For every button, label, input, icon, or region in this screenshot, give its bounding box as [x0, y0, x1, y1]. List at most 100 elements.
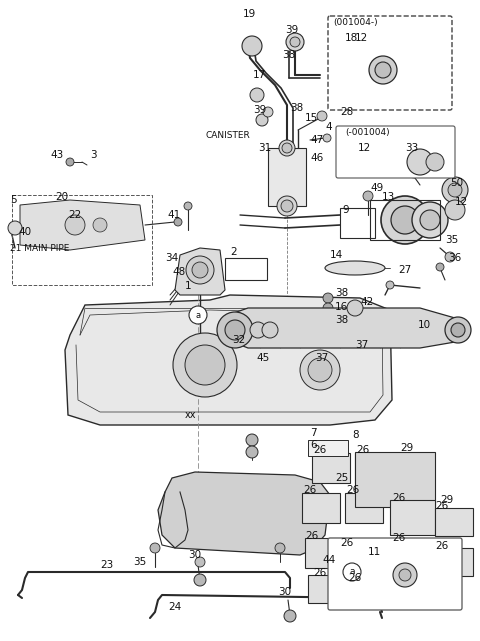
Circle shape — [399, 569, 411, 581]
Bar — [308, 575, 343, 603]
Text: 26: 26 — [346, 485, 359, 495]
Circle shape — [363, 191, 373, 201]
Text: 12: 12 — [455, 197, 468, 207]
Text: 26: 26 — [303, 485, 316, 495]
Text: 31: 31 — [258, 143, 271, 153]
Text: 26: 26 — [356, 445, 369, 455]
Text: 46: 46 — [310, 153, 323, 163]
Circle shape — [445, 317, 471, 343]
Polygon shape — [175, 248, 225, 295]
Text: 26: 26 — [392, 493, 405, 503]
Text: 5: 5 — [10, 195, 17, 205]
Circle shape — [189, 306, 207, 324]
Text: 8: 8 — [352, 430, 359, 440]
Text: 29: 29 — [440, 495, 453, 505]
Circle shape — [323, 313, 333, 323]
Circle shape — [242, 36, 262, 56]
Circle shape — [225, 320, 245, 340]
Bar — [12, 195, 152, 285]
Circle shape — [93, 218, 107, 232]
Circle shape — [65, 215, 85, 235]
Text: 12: 12 — [355, 33, 368, 43]
Bar — [435, 548, 473, 576]
Bar — [225, 258, 267, 280]
Text: 26: 26 — [435, 501, 448, 511]
Text: 37: 37 — [355, 340, 368, 350]
Text: 26: 26 — [313, 445, 326, 455]
Circle shape — [381, 196, 429, 244]
Text: 10: 10 — [418, 320, 431, 330]
Circle shape — [323, 134, 331, 142]
FancyBboxPatch shape — [328, 538, 462, 610]
Text: 40: 40 — [18, 227, 31, 237]
Text: 27: 27 — [398, 265, 411, 275]
Bar — [345, 545, 383, 573]
Text: 17: 17 — [253, 70, 266, 80]
Bar — [355, 452, 435, 507]
Text: 38: 38 — [335, 315, 348, 325]
Circle shape — [246, 434, 258, 446]
Circle shape — [333, 37, 343, 47]
FancyBboxPatch shape — [336, 126, 455, 178]
Text: 19: 19 — [243, 9, 256, 19]
Text: 47: 47 — [310, 135, 323, 145]
Text: 38: 38 — [335, 288, 348, 298]
Bar — [345, 493, 383, 523]
Text: 44: 44 — [322, 555, 335, 565]
Circle shape — [174, 218, 182, 226]
Text: 4: 4 — [325, 122, 332, 132]
Bar — [390, 500, 435, 535]
Text: 48: 48 — [172, 267, 185, 277]
Circle shape — [217, 312, 253, 348]
Text: 9: 9 — [342, 205, 348, 215]
Circle shape — [317, 111, 327, 121]
Circle shape — [195, 557, 205, 567]
Text: (-001004): (-001004) — [345, 128, 390, 137]
Text: 25: 25 — [335, 473, 348, 483]
Text: 43: 43 — [50, 150, 63, 160]
Text: 18: 18 — [345, 33, 358, 43]
Circle shape — [391, 206, 419, 234]
Text: 45: 45 — [256, 353, 269, 363]
Circle shape — [390, 163, 400, 173]
Text: 39: 39 — [253, 105, 266, 115]
Text: 3: 3 — [90, 150, 96, 160]
Circle shape — [284, 610, 296, 622]
Circle shape — [448, 183, 462, 197]
Bar — [370, 200, 440, 240]
Text: 36: 36 — [448, 253, 461, 263]
Circle shape — [277, 196, 297, 216]
Circle shape — [281, 200, 293, 212]
Text: 39: 39 — [285, 25, 298, 35]
Text: 21 MAIN PIPE: 21 MAIN PIPE — [10, 244, 70, 253]
Text: 38: 38 — [290, 103, 303, 113]
Circle shape — [184, 202, 192, 210]
Circle shape — [185, 345, 225, 385]
Bar — [312, 453, 350, 483]
Circle shape — [407, 149, 433, 175]
Text: 23: 23 — [100, 560, 113, 570]
Text: 28: 28 — [340, 107, 353, 117]
Text: 13: 13 — [382, 192, 395, 202]
Circle shape — [275, 543, 285, 553]
Text: CANISTER: CANISTER — [205, 131, 250, 140]
Text: 20: 20 — [55, 192, 68, 202]
Circle shape — [386, 281, 394, 289]
Text: 26: 26 — [392, 533, 405, 543]
Circle shape — [290, 37, 300, 47]
Text: 41: 41 — [167, 210, 180, 220]
Text: 1: 1 — [185, 281, 192, 291]
Circle shape — [192, 262, 208, 278]
Text: 12: 12 — [358, 143, 371, 153]
Circle shape — [445, 200, 465, 220]
Bar — [340, 208, 375, 238]
Circle shape — [451, 323, 465, 337]
Bar — [302, 493, 340, 523]
Bar — [305, 538, 343, 568]
Text: 24: 24 — [168, 602, 181, 612]
Bar — [308, 440, 348, 456]
Circle shape — [426, 153, 444, 171]
Text: 26: 26 — [305, 531, 318, 541]
Circle shape — [279, 140, 295, 156]
Text: 34: 34 — [165, 253, 178, 263]
